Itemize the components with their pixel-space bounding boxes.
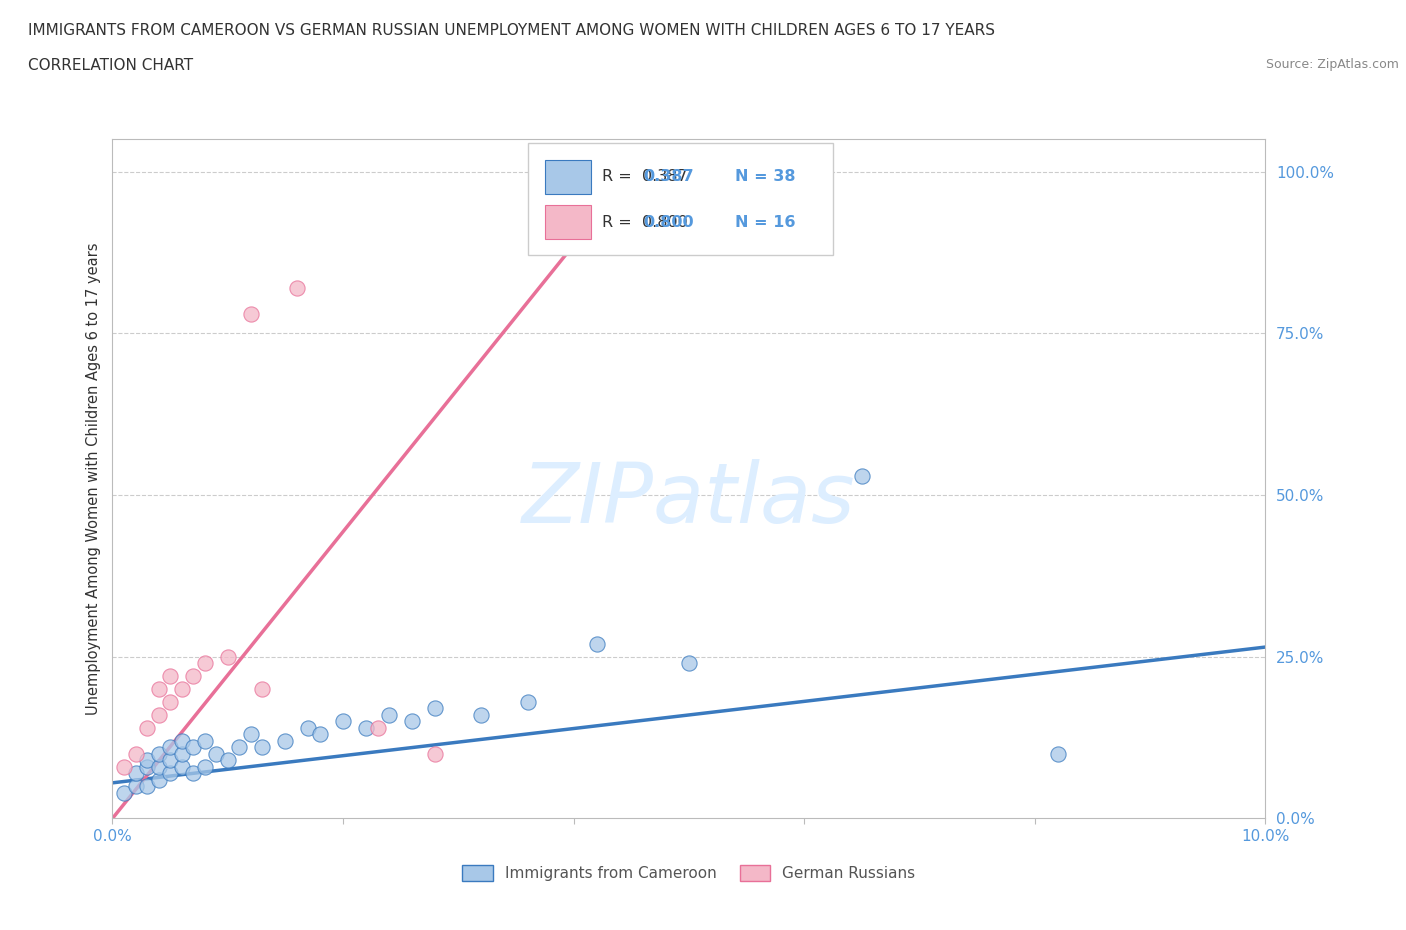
Point <box>425 701 447 716</box>
Text: N = 16: N = 16 <box>735 215 796 230</box>
Point <box>309 727 332 742</box>
Point <box>159 740 181 755</box>
Point <box>148 772 170 787</box>
Point <box>585 636 607 651</box>
Point <box>217 649 239 664</box>
Point <box>1046 746 1069 761</box>
Point <box>124 746 146 761</box>
Point <box>124 765 146 780</box>
Point <box>170 682 193 697</box>
Point <box>112 759 135 774</box>
Point <box>159 695 181 710</box>
Point <box>851 469 873 484</box>
Point <box>148 708 170 723</box>
Point <box>148 746 170 761</box>
Point <box>425 746 447 761</box>
FancyBboxPatch shape <box>546 206 591 239</box>
Point <box>136 721 159 736</box>
Point <box>285 281 308 296</box>
Point <box>136 778 159 793</box>
Text: N = 38: N = 38 <box>735 169 796 184</box>
Point <box>470 708 492 723</box>
Point <box>678 656 700 671</box>
Legend: Immigrants from Cameroon, German Russians: Immigrants from Cameroon, German Russian… <box>454 857 924 889</box>
Point <box>194 734 217 749</box>
FancyBboxPatch shape <box>546 160 591 193</box>
Point <box>516 695 538 710</box>
Point <box>159 765 181 780</box>
Point <box>239 727 262 742</box>
Text: 0.387: 0.387 <box>643 169 693 184</box>
Point <box>194 656 217 671</box>
Point <box>332 714 354 729</box>
Point <box>124 778 146 793</box>
Point <box>136 752 159 767</box>
Point <box>159 669 181 684</box>
Point <box>181 669 204 684</box>
Point <box>228 740 250 755</box>
Point <box>274 734 297 749</box>
Point <box>159 752 181 767</box>
Point <box>354 721 377 736</box>
Point <box>239 307 262 322</box>
Point <box>112 785 135 800</box>
Text: 0.800: 0.800 <box>643 215 693 230</box>
Text: ZIPatlas: ZIPatlas <box>522 458 856 539</box>
Text: Source: ZipAtlas.com: Source: ZipAtlas.com <box>1265 58 1399 71</box>
Text: IMMIGRANTS FROM CAMEROON VS GERMAN RUSSIAN UNEMPLOYMENT AMONG WOMEN WITH CHILDRE: IMMIGRANTS FROM CAMEROON VS GERMAN RUSSI… <box>28 23 995 38</box>
Y-axis label: Unemployment Among Women with Children Ages 6 to 17 years: Unemployment Among Women with Children A… <box>86 243 101 715</box>
Point <box>252 682 274 697</box>
Point <box>297 721 319 736</box>
Point <box>181 740 204 755</box>
Point <box>194 759 217 774</box>
Point <box>170 746 193 761</box>
Point <box>205 746 228 761</box>
Point <box>181 765 204 780</box>
Point <box>148 682 170 697</box>
Point <box>378 708 401 723</box>
Text: R =  0.387: R = 0.387 <box>603 169 688 184</box>
Point <box>367 721 389 736</box>
Point <box>136 759 159 774</box>
Point <box>148 759 170 774</box>
Point <box>170 734 193 749</box>
Point <box>170 759 193 774</box>
Point <box>217 752 239 767</box>
Point <box>252 740 274 755</box>
Text: R =  0.800: R = 0.800 <box>603 215 688 230</box>
Point <box>401 714 423 729</box>
FancyBboxPatch shape <box>527 143 832 255</box>
Text: CORRELATION CHART: CORRELATION CHART <box>28 58 193 73</box>
